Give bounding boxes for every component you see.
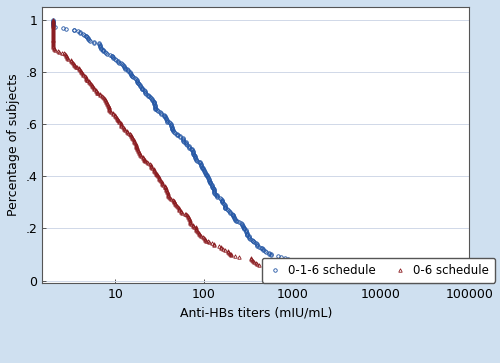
0-1-6 schedule (268, 253, 274, 257)
0-1-6 schedule (204, 172, 210, 177)
0-1-6 schedule (206, 177, 212, 181)
0-6 schedule (350, 277, 356, 282)
0-1-6 schedule (50, 19, 56, 23)
0-1-6 schedule (203, 172, 209, 176)
0-6 schedule (133, 143, 139, 147)
0-6 schedule (198, 234, 204, 238)
Line: 0-1-6 schedule: 0-1-6 schedule (52, 18, 418, 281)
0-1-6 schedule (50, 18, 56, 22)
0-6 schedule (68, 58, 74, 62)
Legend: 0-1-6 schedule, 0-6 schedule: 0-1-6 schedule, 0-6 schedule (262, 258, 495, 283)
0-6 schedule (148, 166, 154, 170)
X-axis label: Anti-HBs titers (mIU/mL): Anti-HBs titers (mIU/mL) (180, 307, 332, 319)
0-6 schedule (196, 232, 202, 236)
0-1-6 schedule (246, 237, 252, 241)
0-1-6 schedule (413, 277, 419, 282)
0-6 schedule (157, 178, 163, 182)
Y-axis label: Percentage of subjects: Percentage of subjects (7, 74, 20, 216)
0-6 schedule (50, 18, 56, 22)
Line: 0-6 schedule: 0-6 schedule (52, 18, 354, 281)
